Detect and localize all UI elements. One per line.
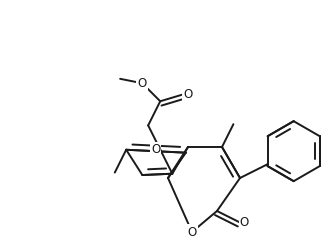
Text: O: O xyxy=(187,226,197,238)
Text: O: O xyxy=(138,77,147,90)
Text: O: O xyxy=(240,216,249,229)
Text: O: O xyxy=(183,88,192,101)
Text: O: O xyxy=(151,143,160,156)
